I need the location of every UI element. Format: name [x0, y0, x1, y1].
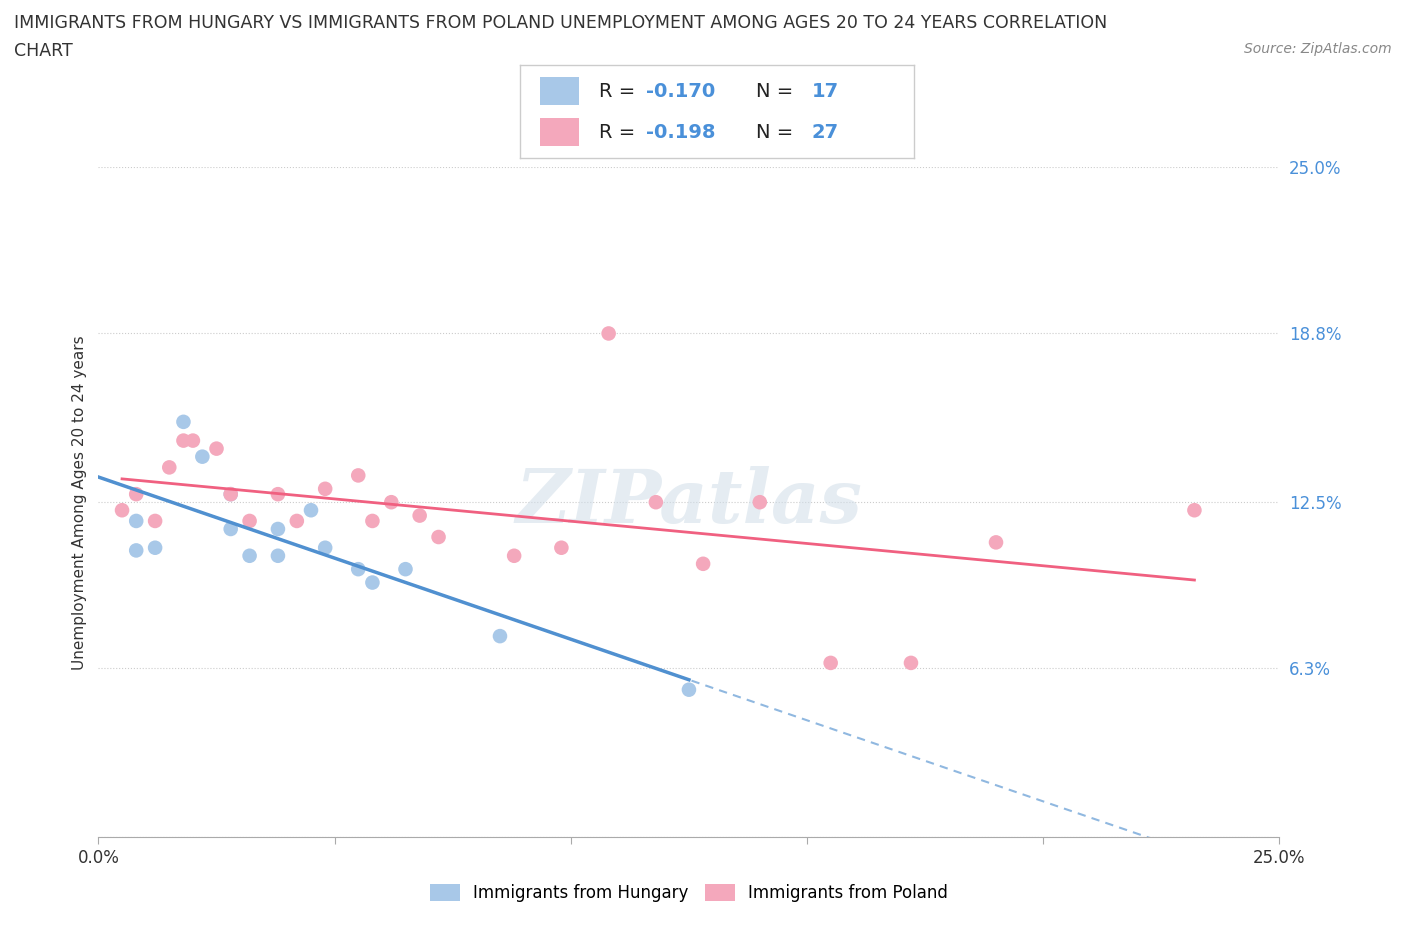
Point	[361, 513, 384, 528]
Point	[644, 495, 666, 510]
Point	[125, 486, 148, 501]
Point	[181, 433, 204, 448]
Point	[900, 656, 922, 671]
FancyBboxPatch shape	[540, 118, 579, 146]
Text: -0.198: -0.198	[647, 123, 716, 141]
Point	[347, 562, 370, 577]
Point	[172, 433, 194, 448]
Text: R =: R =	[599, 82, 641, 100]
Point	[205, 441, 228, 456]
Text: N =: N =	[756, 82, 800, 100]
Point	[380, 495, 402, 510]
Point	[111, 503, 134, 518]
Text: 27: 27	[811, 123, 838, 141]
Point	[157, 460, 180, 475]
Legend: Immigrants from Hungary, Immigrants from Poland: Immigrants from Hungary, Immigrants from…	[423, 878, 955, 909]
Point	[239, 513, 262, 528]
Text: IMMIGRANTS FROM HUNGARY VS IMMIGRANTS FROM POLAND UNEMPLOYMENT AMONG AGES 20 TO : IMMIGRANTS FROM HUNGARY VS IMMIGRANTS FR…	[14, 14, 1108, 32]
Point	[239, 549, 262, 564]
Text: CHART: CHART	[14, 42, 73, 60]
Point	[678, 683, 700, 698]
Point	[219, 486, 242, 501]
Text: 17: 17	[811, 82, 838, 100]
Point	[347, 468, 370, 483]
Point	[361, 575, 384, 590]
Point	[219, 486, 242, 501]
Point	[143, 513, 166, 528]
Text: Source: ZipAtlas.com: Source: ZipAtlas.com	[1244, 42, 1392, 56]
Point	[748, 495, 770, 510]
Text: N =: N =	[756, 123, 800, 141]
Point	[299, 503, 322, 518]
Point	[314, 540, 336, 555]
Point	[598, 326, 620, 341]
Point	[285, 513, 308, 528]
Point	[427, 529, 450, 544]
Point	[984, 535, 1007, 550]
FancyBboxPatch shape	[540, 77, 579, 105]
Point	[408, 508, 430, 523]
Point	[125, 543, 148, 558]
Point	[692, 556, 714, 571]
Point	[267, 522, 290, 537]
Text: -0.170: -0.170	[647, 82, 716, 100]
Point	[489, 629, 512, 644]
Point	[394, 562, 416, 577]
Point	[550, 540, 572, 555]
Text: R =: R =	[599, 123, 641, 141]
Point	[503, 549, 526, 564]
Point	[191, 449, 214, 464]
Point	[267, 549, 290, 564]
Point	[820, 656, 842, 671]
Point	[267, 486, 290, 501]
Text: ZIPatlas: ZIPatlas	[516, 466, 862, 538]
Y-axis label: Unemployment Among Ages 20 to 24 years: Unemployment Among Ages 20 to 24 years	[72, 335, 87, 670]
Point	[314, 482, 336, 497]
Point	[143, 540, 166, 555]
Point	[1184, 503, 1206, 518]
Point	[172, 415, 194, 430]
Point	[125, 513, 148, 528]
Point	[219, 522, 242, 537]
